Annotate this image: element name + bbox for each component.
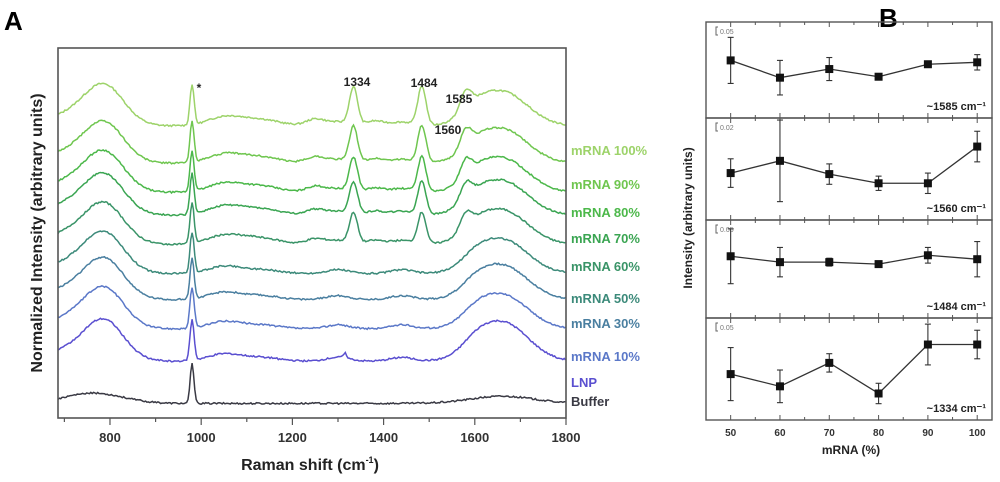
data-point xyxy=(726,370,735,379)
peak-label-1585: 1585 xyxy=(446,92,473,106)
band-label: ~1484 cm⁻¹ xyxy=(927,301,987,313)
subplot-4: 0.05 ~1334 cm⁻¹ xyxy=(705,317,993,421)
x-tick-label: 1600 xyxy=(460,430,489,445)
data-point xyxy=(874,72,883,81)
scale-bar xyxy=(715,224,718,234)
data-point xyxy=(775,156,784,165)
panel-a-label: A xyxy=(4,6,23,36)
subplot-3: 0.05 ~1484 cm⁻¹ xyxy=(705,219,993,319)
peak-label-1484: 1484 xyxy=(411,76,438,90)
scale-bar xyxy=(715,322,718,332)
data-point xyxy=(825,258,834,267)
x-tick-label: 800 xyxy=(99,430,121,445)
series-label: mRNA 90% xyxy=(571,177,640,192)
data-point xyxy=(825,358,834,367)
scale-bar-label: 0.05 xyxy=(720,29,734,36)
x-axis-ticks: 800 1000 1200 1400 1600 1800 xyxy=(63,418,581,445)
b-x-tick-label: 60 xyxy=(774,428,786,439)
series-label: Buffer xyxy=(571,394,609,409)
scale-bar-label: 0.05 xyxy=(720,227,734,234)
x-tick-label: 1400 xyxy=(369,430,398,445)
series-label: mRNA 70% xyxy=(571,231,640,246)
series-label: mRNA 30% xyxy=(571,316,640,331)
x-tick-label: 1800 xyxy=(552,430,581,445)
b-x-tick-label: 70 xyxy=(824,428,836,439)
spectra-traces xyxy=(57,82,567,406)
data-point xyxy=(825,170,834,179)
subplot-frame xyxy=(705,317,993,421)
series-line xyxy=(730,146,978,184)
series-label: mRNA 60% xyxy=(571,259,640,274)
data-point xyxy=(923,251,932,260)
spectrum-trace-mrna-90- xyxy=(57,119,566,165)
spectrum-trace-mrna-100- xyxy=(57,82,566,128)
spectrum-trace-mrna-80- xyxy=(57,149,566,195)
spectrum-trace-mrna-10- xyxy=(57,284,566,331)
data-point xyxy=(973,142,982,151)
b-x-tick-label: 80 xyxy=(873,428,885,439)
data-point xyxy=(775,73,784,82)
spectrum-trace-mrna-50- xyxy=(57,230,566,276)
data-point xyxy=(923,179,932,188)
series-label: mRNA 10% xyxy=(571,349,640,364)
series-line xyxy=(730,59,978,79)
data-point xyxy=(874,260,883,269)
band-label: ~1334 cm⁻¹ xyxy=(927,403,987,415)
scale-bar-label: 0.02 xyxy=(720,125,734,132)
data-point xyxy=(775,258,784,267)
data-point xyxy=(874,179,883,188)
scale-bar-label: 0.05 xyxy=(720,325,734,332)
b-x-tick-label: 100 xyxy=(969,428,986,439)
b-x-axis-title: mRNA (%) xyxy=(822,443,880,457)
data-point xyxy=(726,169,735,178)
x-tick-label: 1000 xyxy=(187,430,216,445)
spectrum-trace-mrna-70- xyxy=(57,171,566,217)
data-point xyxy=(726,252,735,261)
series-label: LNP xyxy=(571,375,597,390)
x-tick-label: 1200 xyxy=(278,430,307,445)
spectrum-trace-lnp xyxy=(57,317,567,363)
b-x-tick-label: 50 xyxy=(725,428,737,439)
peak-label-star: * xyxy=(197,81,202,95)
b-y-axis-title: Intensity (arbitrary units) xyxy=(681,147,695,288)
data-point xyxy=(973,340,982,349)
series-line xyxy=(730,254,978,265)
subplot-1: 0.05 ~1585 cm⁻¹ xyxy=(705,21,993,119)
panel-b: B 0.05 ~1585 cm⁻¹ 0.02 ~1560 cm⁻¹ 0.05 ~1484 … xyxy=(681,3,993,457)
data-point xyxy=(973,255,982,264)
data-point xyxy=(874,389,883,398)
peak-label-1560: 1560 xyxy=(435,123,462,137)
scale-bar xyxy=(715,26,718,36)
scale-bar xyxy=(715,122,718,132)
spectrum-trace-mrna-30- xyxy=(57,255,566,301)
data-point xyxy=(923,60,932,69)
panel-b-label: B xyxy=(879,3,898,33)
series-label: mRNA 80% xyxy=(571,205,640,220)
data-point xyxy=(775,382,784,391)
series-line xyxy=(730,343,978,395)
series-labels: mRNA 100% mRNA 90% mRNA 80% mRNA 70% mRNA 60… xyxy=(571,143,648,409)
band-label: ~1585 cm⁻¹ xyxy=(927,101,987,113)
subplots: 0.05 ~1585 cm⁻¹ 0.02 ~1560 cm⁻¹ 0.05 ~1484 cm… xyxy=(705,21,993,421)
y-axis-title: Normalized Intensity (arbitrary units) xyxy=(29,93,46,372)
peak-label-1334: 1334 xyxy=(344,75,371,89)
x-axis-title: Raman shift (cm-1) xyxy=(241,455,379,474)
b-x-axis-ticks: 50 60 70 80 90 100 xyxy=(725,428,986,439)
series-label: mRNA 100% xyxy=(571,143,648,158)
series-label: mRNA 50% xyxy=(571,291,640,306)
spectrum-trace-buffer xyxy=(57,362,566,406)
subplot-2: 0.02 ~1560 cm⁻¹ xyxy=(705,117,993,221)
data-point xyxy=(973,58,982,67)
data-point xyxy=(923,340,932,349)
b-x-tick-label: 90 xyxy=(922,428,934,439)
panel-a-frame xyxy=(57,47,567,419)
panel-a: A 800 1000 1200 1400 1600 1800 mRNA 100%mRNA … xyxy=(4,6,648,474)
spectrum-trace-mrna-60- xyxy=(57,200,566,246)
band-label: ~1560 cm⁻¹ xyxy=(927,203,987,215)
data-point xyxy=(825,65,834,74)
data-point xyxy=(726,56,735,65)
